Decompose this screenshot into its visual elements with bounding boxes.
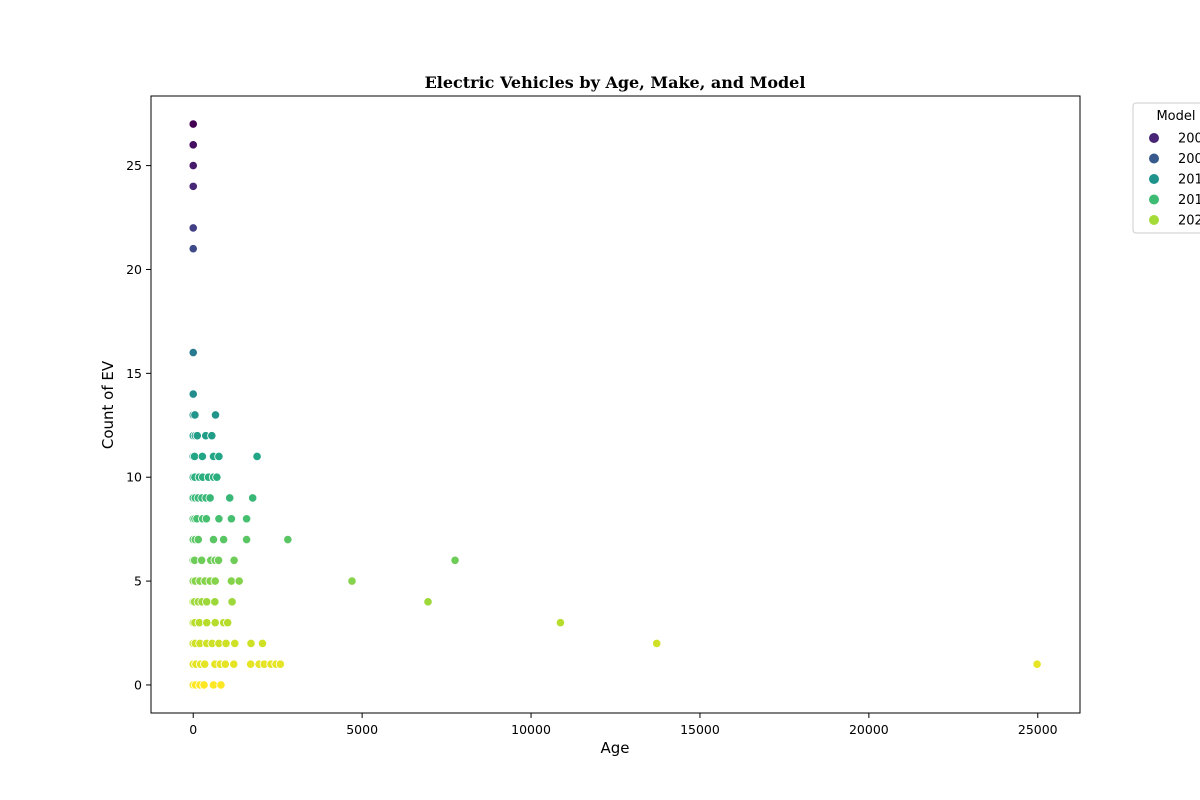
legend-marker bbox=[1149, 133, 1159, 143]
y-tick-label: 5 bbox=[134, 574, 142, 589]
data-point bbox=[210, 576, 220, 586]
data-point bbox=[220, 659, 230, 669]
data-point bbox=[188, 347, 198, 358]
legend: Model 200 200 201 201 202 bbox=[1132, 102, 1200, 234]
y-axis-ticks: 0 5 10 15 20 25 bbox=[126, 158, 151, 692]
x-tick-label: 0 bbox=[189, 722, 197, 737]
data-point bbox=[210, 618, 220, 628]
data-point bbox=[230, 638, 240, 649]
data-point bbox=[189, 451, 200, 462]
data-point bbox=[214, 451, 224, 462]
data-point bbox=[210, 410, 221, 420]
data-point bbox=[450, 555, 460, 565]
legend-label: 202 bbox=[1178, 214, 1200, 229]
data-point bbox=[555, 618, 566, 628]
data-point bbox=[227, 597, 237, 607]
data-point bbox=[242, 514, 252, 524]
data-point bbox=[219, 534, 229, 545]
y-tick-label: 25 bbox=[126, 158, 142, 173]
data-point bbox=[248, 493, 258, 503]
legend-title: Model bbox=[1156, 109, 1195, 124]
legend-marker bbox=[1149, 174, 1159, 184]
data-point bbox=[229, 555, 239, 565]
data-point bbox=[199, 680, 209, 690]
data-point bbox=[188, 223, 198, 233]
plot-frame bbox=[150, 95, 1081, 714]
data-point bbox=[210, 597, 220, 607]
data-point bbox=[226, 514, 236, 524]
legend-marker bbox=[1149, 215, 1159, 225]
legend-marker bbox=[1149, 194, 1159, 205]
data-point bbox=[223, 618, 233, 628]
data-point bbox=[423, 597, 433, 607]
data-point bbox=[192, 431, 202, 441]
x-axis-ticks: 0 5000 10000 15000 20000 25000 bbox=[189, 713, 1058, 737]
y-tick-label: 10 bbox=[126, 470, 142, 485]
data-point bbox=[188, 160, 198, 171]
legend-label: 201 bbox=[1178, 193, 1200, 208]
x-axis-label: Age bbox=[600, 739, 629, 757]
data-point bbox=[242, 534, 252, 545]
x-tick-label: 20000 bbox=[849, 722, 889, 737]
data-point bbox=[229, 659, 239, 669]
data-point bbox=[200, 659, 210, 669]
data-point bbox=[207, 431, 217, 441]
data-point bbox=[652, 638, 662, 649]
chart-title: Electric Vehicles by Age, Make, and Mode… bbox=[425, 73, 806, 92]
data-point bbox=[193, 534, 203, 545]
y-tick-label: 15 bbox=[126, 366, 142, 381]
data-point bbox=[190, 410, 200, 420]
data-point bbox=[188, 119, 198, 129]
data-point bbox=[225, 493, 235, 503]
data-point bbox=[188, 181, 198, 191]
data-point bbox=[283, 534, 293, 545]
data-point bbox=[212, 472, 222, 482]
legend-marker bbox=[1149, 153, 1159, 164]
data-points bbox=[188, 119, 1042, 690]
data-point bbox=[201, 514, 211, 524]
data-point bbox=[1032, 659, 1042, 669]
y-axis-label: Count of EV bbox=[99, 360, 117, 449]
data-point bbox=[216, 680, 226, 690]
data-point bbox=[188, 140, 198, 150]
legend-label: 200 bbox=[1178, 132, 1200, 147]
data-point bbox=[188, 389, 198, 399]
x-tick-label: 25000 bbox=[1018, 722, 1058, 737]
data-point bbox=[202, 618, 212, 628]
data-point bbox=[252, 451, 262, 462]
data-point bbox=[208, 534, 219, 545]
y-tick-label: 0 bbox=[134, 677, 142, 692]
y-tick-label: 20 bbox=[126, 262, 142, 277]
data-point bbox=[246, 638, 256, 649]
data-point bbox=[205, 493, 215, 503]
data-point bbox=[214, 514, 224, 524]
data-point bbox=[197, 451, 207, 462]
data-point bbox=[347, 576, 357, 586]
data-point bbox=[197, 555, 207, 565]
legend-label: 201 bbox=[1178, 173, 1200, 188]
legend-label: 200 bbox=[1178, 152, 1200, 167]
data-point bbox=[226, 576, 236, 586]
x-tick-label: 10000 bbox=[511, 722, 551, 737]
x-tick-label: 5000 bbox=[346, 722, 378, 737]
data-point bbox=[275, 659, 285, 669]
data-point bbox=[257, 638, 268, 649]
data-point bbox=[188, 244, 198, 254]
data-point bbox=[213, 555, 224, 565]
data-point bbox=[202, 597, 212, 607]
data-point bbox=[234, 576, 244, 586]
legend-entries: 200 200 201 201 202 bbox=[1149, 132, 1200, 229]
x-tick-label: 15000 bbox=[680, 722, 720, 737]
data-point bbox=[246, 659, 256, 669]
data-point bbox=[221, 638, 231, 649]
